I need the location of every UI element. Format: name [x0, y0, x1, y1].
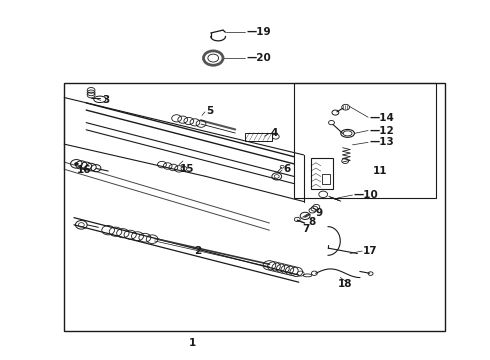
Text: —19: —19 [246, 27, 271, 37]
Text: —13: —13 [369, 138, 394, 147]
Text: 9: 9 [316, 208, 322, 218]
Text: 15: 15 [179, 164, 194, 174]
Text: 3: 3 [102, 95, 109, 105]
Text: 8: 8 [309, 217, 316, 227]
Text: —14: —14 [369, 113, 394, 123]
Text: —20: —20 [246, 53, 271, 63]
Text: —10: —10 [354, 190, 379, 200]
Circle shape [74, 162, 78, 165]
Text: 6: 6 [283, 164, 291, 174]
Bar [311, 158, 333, 189]
Bar [322, 174, 330, 184]
Bar [245, 133, 272, 140]
Text: 2: 2 [194, 246, 201, 256]
Text: 11: 11 [373, 166, 388, 176]
Text: 17: 17 [363, 246, 378, 256]
Text: 18: 18 [338, 279, 352, 289]
Bar [64, 83, 445, 330]
Text: 16: 16 [77, 165, 92, 175]
Text: 4: 4 [270, 128, 278, 138]
Text: 5: 5 [206, 106, 213, 116]
Text: 1: 1 [189, 338, 196, 348]
Bar [294, 83, 436, 198]
Text: 7: 7 [303, 225, 310, 234]
Text: —12: —12 [369, 126, 394, 135]
